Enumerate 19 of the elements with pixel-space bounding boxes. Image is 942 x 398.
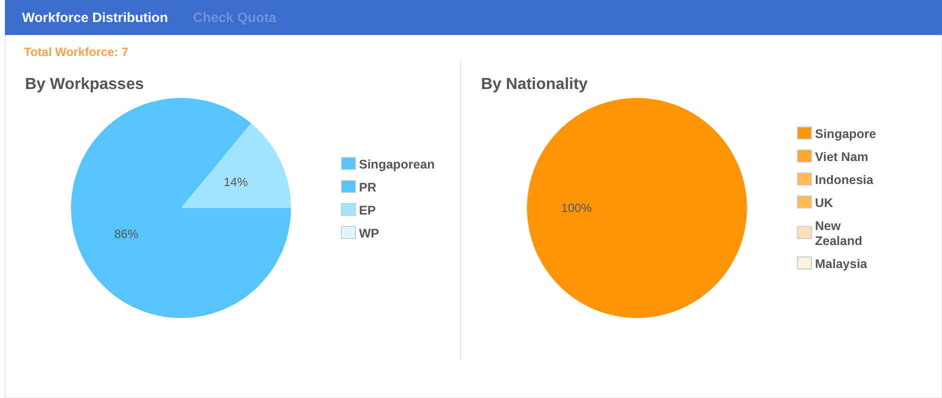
chart-title: By Nationality [481, 76, 588, 93]
pie-slice [71, 98, 291, 318]
legend-label: PR [359, 180, 376, 194]
data-label: 86% [114, 226, 139, 241]
legend-label: Indonesia [815, 173, 874, 187]
text: Total Workforce: 7 [24, 45, 129, 59]
legend-label: Viet Nam [815, 150, 868, 164]
data-label: 100% [561, 201, 592, 215]
legend-label: EP [359, 204, 376, 218]
legend-label: UK [815, 196, 834, 210]
legend-label: Malaysia [815, 257, 868, 271]
pie-slice [181, 123, 291, 208]
chart-title: By Workpasses [25, 76, 144, 93]
data-label: 14% [224, 175, 248, 190]
text: Workforce Distribution [22, 10, 168, 25]
legend-label: Singapore [815, 127, 876, 141]
legend-label: WP [359, 226, 380, 240]
legend-label: Singaporean [359, 158, 435, 172]
legend-label: New Zealand [815, 219, 862, 248]
